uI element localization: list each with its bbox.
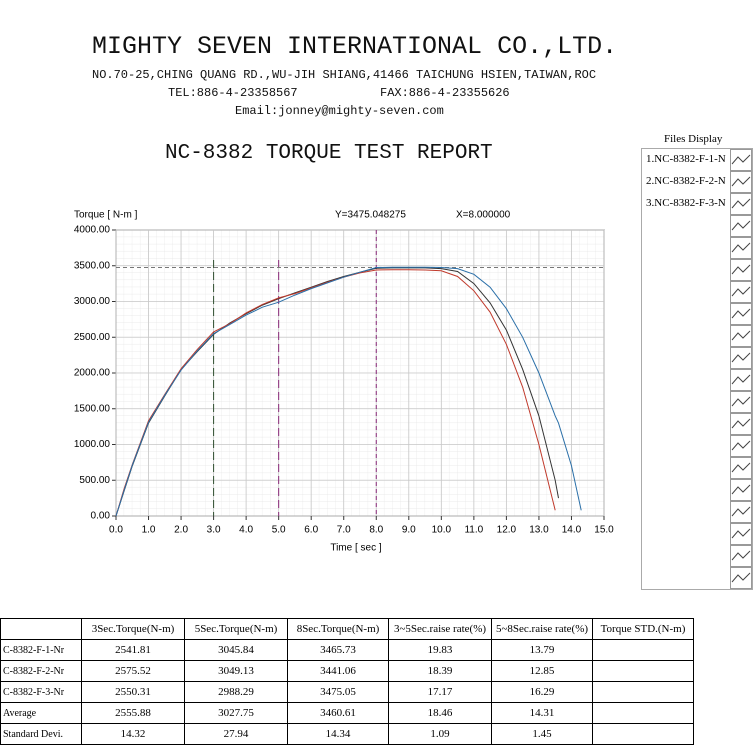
series-line [115,269,556,517]
row-label: C-8382-F-2-Nr [0,660,82,682]
header-cell [0,618,82,640]
table-cell: 14.34 [287,723,389,745]
results-table: 3Sec.Torque(N-m) 5Sec.Torque(N-m) 8Sec.Tor… [0,618,694,745]
x-tick-label: 7.0 [337,525,351,536]
table-row: Standard Devi. 14.32 27.94 14.34 1.09 1.45 [0,723,694,745]
x-tick-label: 5.0 [272,525,286,536]
x-tick-label: 1.0 [142,525,156,536]
table-cell: 12.85 [491,660,593,682]
y-tick-label: 2000.00 [74,368,111,379]
address: NO.70-25,CHING QUANG RD.,WU-JIH SHIANG,4… [92,68,597,82]
table-cell: 14.32 [81,723,185,745]
table-cell: 13.79 [491,639,593,661]
table-cell [592,639,694,661]
chart: Torque [ N-m ] Y=3475.048275 X=8.000000 … [74,210,614,554]
y-tick-label: 3500.00 [74,260,111,271]
table-cell: 3027.75 [184,702,288,724]
x-tick-label: 0.0 [109,525,123,536]
x-tick-label: 15.0 [594,525,614,536]
y-tick-label: 3000.00 [74,296,111,307]
table-row: Average 2555.88 3027.75 3460.61 18.46 14.31 [0,702,694,724]
email: Email:jonney@mighty-seven.com [235,104,444,118]
x-tick-label: 12.0 [497,525,517,536]
x-tick-label: 3.0 [207,525,221,536]
x-axis-label: Time [ sec ] [330,543,382,554]
table-cell: 2550.31 [81,681,185,703]
table-cell: 3460.61 [287,702,389,724]
y-tick-label: 4000.00 [74,225,111,236]
table-cell: 18.46 [388,702,492,724]
report-title: NC-8382 TORQUE TEST REPORT [165,142,493,165]
row-label: Average [0,702,82,724]
table-cell: 2555.88 [81,702,185,724]
file-entry[interactable]: 1.NC-8382-F-1-N [646,153,726,165]
company: MIGHTY SEVEN INTERNATIONAL CO.,LTD. [92,32,618,61]
row-label: C-8382-F-1-Nr [0,639,82,661]
table-cell: 1.09 [388,723,492,745]
table-cell: 19.83 [388,639,492,661]
x-tick-label: 2.0 [174,525,188,536]
y-axis-label: Torque [ N-m ] [74,210,138,221]
row-label: C-8382-F-3-Nr [0,681,82,703]
table-row: C-8382-F-2-Nr 2575.52 3049.13 3441.06 18.39 1… [0,660,694,682]
fax: FAX:886-4-23355626 [380,86,510,100]
row-label: Standard Devi. [0,723,82,745]
table-cell: 3475.05 [287,681,389,703]
header-cell: 5Sec.Torque(N-m) [184,618,288,640]
header-cell: Torque STD.(N-m) [592,618,694,640]
table-cell: 3045.84 [184,639,288,661]
header-row: 3Sec.Torque(N-m) 5Sec.Torque(N-m) 8Sec.Tor… [0,618,694,640]
table-cell: 3441.06 [287,660,389,682]
y-tick-label: 1000.00 [74,439,111,450]
x-tick-label: 8.0 [369,525,383,536]
table-row: C-8382-F-3-Nr 2550.31 2988.29 3475.05 17.17 1… [0,681,694,703]
table-cell: 2988.29 [184,681,288,703]
table-row: C-8382-F-1-Nr 2541.81 3045.84 3465.73 19.83 1… [0,639,694,661]
table-cell: 3049.13 [184,660,288,682]
x-tick-label: 9.0 [402,525,416,536]
y-tick-label: 0.00 [91,511,111,522]
x-tick-label: 10.0 [432,525,452,536]
files-title: Files Display [664,133,723,145]
x-tick-label: 13.0 [529,525,549,536]
table-cell: 18.39 [388,660,492,682]
file-entry[interactable]: 3.NC-8382-F-3-N [646,197,726,209]
y-tick-label: 1500.00 [74,403,111,414]
table-cell: 14.31 [491,702,593,724]
table-cell [592,702,694,724]
table-cell [592,681,694,703]
file-entry[interactable]: 2.NC-8382-F-2-N [646,175,726,187]
x-tick-label: 4.0 [239,525,253,536]
x-tick-label: 14.0 [562,525,582,536]
y-tick-label: 2500.00 [74,332,111,343]
table-cell [592,660,694,682]
series-line [115,266,582,517]
header-cell: 8Sec.Torque(N-m) [287,618,389,640]
files-panel: 1.NC-8382-F-1-N 2.NC-8382-F-2-N 3.NC-8382-… [641,148,753,590]
cursor-x: X=8.000000 [456,210,511,221]
table-cell: 3465.73 [287,639,389,661]
x-tick-label: 6.0 [304,525,318,536]
tel: TEL:886-4-23358567 [168,86,298,100]
table-cell: 17.17 [388,681,492,703]
header-cell: 5~8Sec.raise rate(%) [491,618,593,640]
cursor-y: Y=3475.048275 [335,210,406,221]
x-tick-label: 11.0 [464,525,483,536]
y-tick-label: 500.00 [79,475,110,486]
header-cell: 3~5Sec.raise rate(%) [388,618,492,640]
table-cell: 2575.52 [81,660,185,682]
table-cell: 16.29 [491,681,593,703]
file-icons [730,149,752,589]
table-cell [592,723,694,745]
table-cell: 1.45 [491,723,593,745]
header-cell: 3Sec.Torque(N-m) [81,618,185,640]
table-cell: 27.94 [184,723,288,745]
table-cell: 2541.81 [81,639,185,661]
